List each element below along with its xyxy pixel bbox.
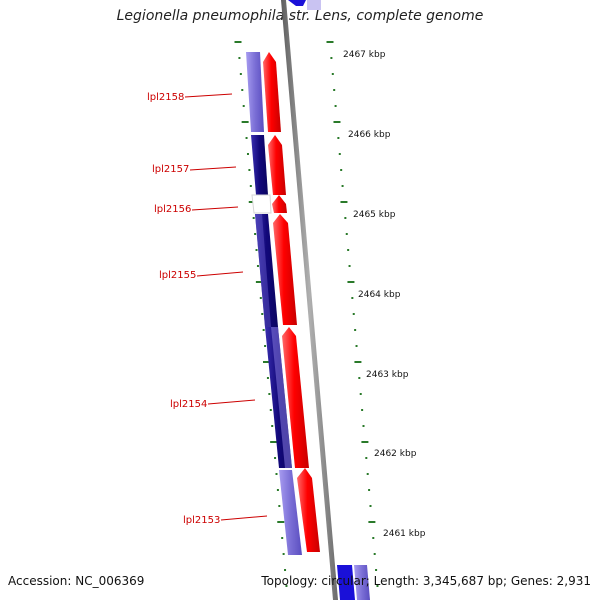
gene-offscreen-top[interactable] (288, 0, 306, 6)
kbp-label: 2464 kbp (358, 290, 401, 300)
reverse-strand-genes (246, 0, 370, 600)
tick-marks-right (326, 41, 379, 587)
gene-offscreen-bottom-1[interactable] (337, 565, 355, 600)
gene-lpl2154-feature-shade (271, 327, 292, 468)
genome-backbone (281, 0, 338, 600)
kbp-label: 2465 kbp (353, 210, 396, 220)
gene-label-text: lpl2154 (170, 399, 207, 410)
position-labels: 2467 kbp 2466 kbp 2465 kbp 2464 kbp 2463… (343, 50, 426, 539)
forward-gene-2[interactable] (268, 135, 286, 195)
gene-lpl2155-feature-tail[interactable] (255, 214, 271, 327)
gene-label-lpl2156[interactable]: lpl2156 (154, 204, 239, 215)
forward-gene-1[interactable] (263, 52, 281, 132)
gene-lpl2153-feature[interactable] (279, 470, 302, 555)
gene-label-lpl2155[interactable]: lpl2155 (159, 270, 244, 281)
gene-label-text: lpl2153 (183, 515, 220, 526)
leader-line (220, 515, 268, 521)
gene-lpl2158-feature[interactable] (246, 52, 264, 132)
forward-gene-3[interactable] (272, 195, 287, 213)
gene-labels: lpl2158 lpl2157 lpl2156 lpl2155 lpl2154 … (147, 92, 268, 526)
forward-gene-5[interactable] (282, 327, 309, 468)
gene-offscreen-top-light (307, 0, 321, 10)
gene-label-lpl2154[interactable]: lpl2154 (170, 399, 256, 410)
gene-label-lpl2158[interactable]: lpl2158 (147, 92, 233, 103)
gene-lpl2156-feature[interactable] (251, 194, 272, 214)
topology-text: Topology: circular; Length: 3,345,687 bp… (261, 574, 591, 588)
gene-label-text: lpl2156 (154, 204, 191, 215)
gene-label-lpl2153[interactable]: lpl2153 (183, 515, 268, 526)
gene-label-lpl2157[interactable]: lpl2157 (152, 164, 237, 175)
gene-lpl2157-feature[interactable] (251, 135, 268, 195)
genome-title: Legionella pneumophila str. Lens, comple… (116, 8, 484, 24)
accession-text: Accession: NC_006369 (8, 574, 145, 588)
kbp-label: 2461 kbp (383, 529, 426, 539)
gene-label-text: lpl2157 (152, 164, 189, 175)
kbp-label: 2462 kbp (374, 449, 417, 459)
leader-line (184, 93, 233, 98)
forward-strand-genes (263, 52, 320, 552)
leader-line (189, 166, 237, 171)
kbp-label: 2466 kbp (348, 130, 391, 140)
forward-gene-4[interactable] (273, 214, 297, 325)
kbp-label: 2463 kbp (366, 370, 409, 380)
gene-offscreen-bottom-2[interactable] (354, 565, 370, 600)
leader-line (191, 206, 239, 211)
gene-label-text: lpl2158 (147, 92, 184, 103)
forward-gene-6[interactable] (297, 468, 320, 552)
kbp-label: 2467 kbp (343, 50, 386, 60)
gene-label-text: lpl2155 (159, 270, 196, 281)
leader-line (196, 271, 244, 277)
leader-line (207, 399, 256, 405)
